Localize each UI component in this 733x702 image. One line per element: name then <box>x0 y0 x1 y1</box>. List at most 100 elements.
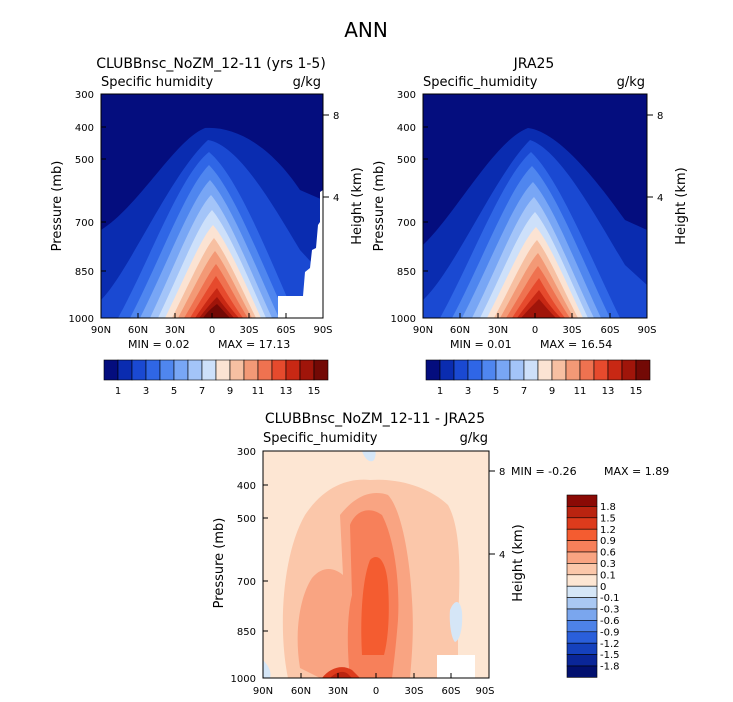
panel-diff-contour-neg-low <box>263 660 271 678</box>
colorbar-swatch <box>243 359 259 381</box>
colorbar-swatch <box>299 359 315 381</box>
colorbar-label: 1 <box>115 386 121 397</box>
colorbar-swatch <box>566 585 598 598</box>
y-tick-label: 700 <box>237 577 256 588</box>
panel-obs: JRA25 Specific_humidity g/kg <box>372 56 689 397</box>
colorbar-swatch <box>593 359 609 381</box>
panel-obs-height-label: Height (km) <box>674 167 689 244</box>
colorbar-label: -0.9 <box>600 627 620 638</box>
colorbar-label: 1.8 <box>600 502 616 513</box>
panel-model-plot <box>100 93 324 319</box>
panel-diff-height-label: Height (km) <box>511 524 526 601</box>
x-tick-label: 90S <box>637 325 656 336</box>
panel-obs-x-ticks: 90N 60N 30N 0 30S 60S 90S <box>413 313 657 336</box>
height-tick-label: 8 <box>657 111 663 122</box>
panel-diff-title: CLUBBnsc_NoZM_12-11 - JRA25 <box>265 411 485 427</box>
panel-obs-y-ticks: 300 400 500 700 850 1000 <box>391 90 428 325</box>
colorbar-swatch <box>467 359 483 381</box>
y-tick-label: 850 <box>237 627 256 638</box>
x-tick-label: 30N <box>328 686 348 697</box>
colorbar-swatch <box>173 359 189 381</box>
y-tick-label: 400 <box>237 481 256 492</box>
panel-model-missing-region <box>278 190 323 318</box>
x-tick-label: 0 <box>209 325 215 336</box>
colorbar-swatch <box>257 359 273 381</box>
x-tick-label: 60N <box>450 325 470 336</box>
y-tick-label: 1000 <box>391 314 416 325</box>
x-tick-label: 90N <box>91 325 111 336</box>
panel-obs-contours <box>423 128 647 318</box>
panel-diff-contour-1.5 <box>330 671 352 678</box>
y-tick-label: 1000 <box>69 314 94 325</box>
colorbar-label: -1.2 <box>600 639 620 650</box>
colorbar-label: -0.6 <box>600 616 620 627</box>
colorbar-swatch <box>566 665 598 678</box>
colorbar-swatch <box>566 506 598 519</box>
panel-model-title: CLUBBnsc_NoZM_12-11 (yrs 1-5) <box>96 56 326 72</box>
panel-diff-max-label: MAX = 1.89 <box>604 465 669 478</box>
panel-obs-max-label: MAX = 16.54 <box>540 338 612 351</box>
panel-model-height-ticks: 8 4 <box>323 111 339 204</box>
height-tick-label: 8 <box>499 467 505 478</box>
colorbar-swatch <box>523 359 539 381</box>
colorbar-label: 1.2 <box>600 525 616 536</box>
colorbar-swatch <box>425 359 441 381</box>
x-tick-label: 60S <box>600 325 619 336</box>
colorbar-swatch <box>566 620 598 633</box>
colorbar-label: 7 <box>521 386 527 397</box>
colorbar-swatch <box>579 359 595 381</box>
colorbar-label: 15 <box>308 386 321 397</box>
colorbar-label: -1.8 <box>600 662 620 673</box>
colorbar-label: 0.3 <box>600 559 616 570</box>
y-tick-label: 850 <box>397 267 416 278</box>
colorbar-swatch <box>537 359 553 381</box>
x-tick-label: 30N <box>488 325 508 336</box>
colorbar-label: -1.5 <box>600 650 620 661</box>
colorbar-swatch <box>131 359 147 381</box>
panel-diff-x-ticks: 90N 60N 30N 0 30S 60S 90S <box>253 673 495 697</box>
colorbar-swatch <box>566 540 598 553</box>
colorbar-swatch <box>201 359 217 381</box>
panel-diff-contour-0.9 <box>361 557 389 655</box>
x-tick-label: 60S <box>441 686 460 697</box>
colorbar-swatch <box>565 359 581 381</box>
panel-obs-units: g/kg <box>617 75 645 90</box>
panel-diff: CLUBBnsc_NoZM_12-11 - JRA25 Specific_hum… <box>212 411 669 697</box>
x-tick-label: 90N <box>253 686 273 697</box>
colorbar-swatch <box>439 359 455 381</box>
colorbar-swatch <box>145 359 161 381</box>
colorbar-label: 9 <box>227 386 233 397</box>
x-tick-label: 60S <box>276 325 295 336</box>
colorbar-label: 11 <box>252 386 265 397</box>
colorbar-swatch <box>453 359 469 381</box>
panel-model-min-label: MIN = 0.02 <box>128 338 190 351</box>
colorbar-swatch <box>566 654 598 667</box>
y-tick-label: 1000 <box>231 674 256 685</box>
colorbar-label: 11 <box>574 386 587 397</box>
colorbar-label: 3 <box>465 386 471 397</box>
colorbar-swatch <box>229 359 245 381</box>
y-tick-label: 850 <box>75 267 94 278</box>
colorbar-swatch <box>271 359 287 381</box>
x-tick-label: 30S <box>562 325 581 336</box>
colorbar-label: 15 <box>630 386 643 397</box>
panel-model-units: g/kg <box>293 75 321 90</box>
y-tick-label: 500 <box>237 514 256 525</box>
y-tick-label: 300 <box>397 90 416 101</box>
colorbar-swatch <box>313 359 329 381</box>
colorbar-swatch <box>551 359 567 381</box>
colorbar-swatch <box>103 359 119 381</box>
panel-diff-min-label: MIN = -0.26 <box>511 465 577 478</box>
x-tick-label: 60N <box>128 325 148 336</box>
colorbar-swatch <box>566 551 598 564</box>
panel-model-axes: 90N 60N 30N 0 30S 60S 90S 300 400 500 70… <box>50 90 365 351</box>
panel-obs-height-ticks: 8 4 <box>647 111 663 204</box>
panel-obs-plot <box>422 93 648 319</box>
colorbar-swatch <box>159 359 175 381</box>
colorbar-label: -0.3 <box>600 605 620 616</box>
x-tick-label: 0 <box>373 686 379 697</box>
colorbar-swatch <box>566 494 598 507</box>
colorbar-label: 13 <box>602 386 615 397</box>
colorbar-swatch <box>495 359 511 381</box>
